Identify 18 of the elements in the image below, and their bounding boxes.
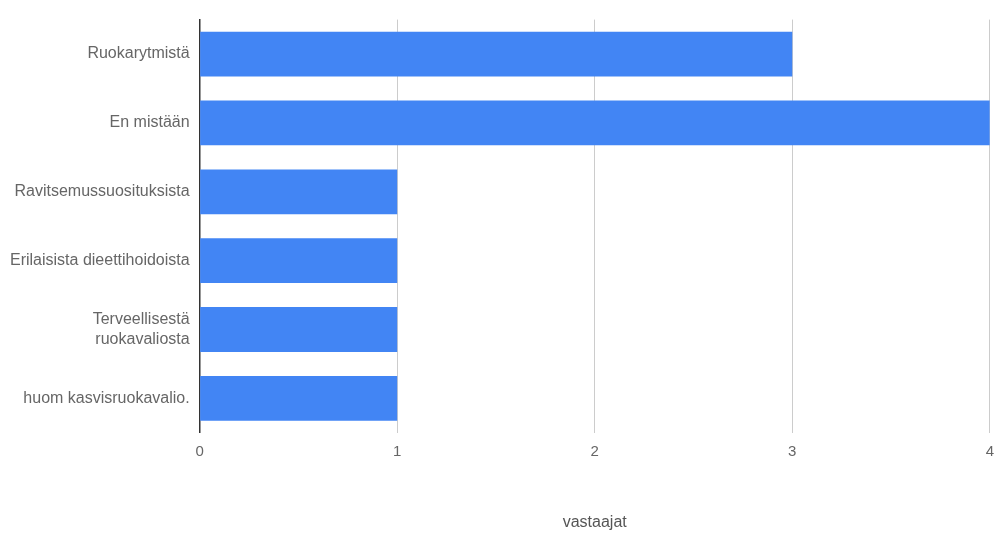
y-tick-label: Ravitsemussuosituksista — [14, 182, 190, 200]
bar — [200, 375, 398, 421]
bar — [200, 100, 990, 146]
x-tick-label: 3 — [788, 441, 797, 459]
bar — [200, 169, 398, 215]
bar — [200, 238, 398, 284]
y-tick-label: En mistään — [109, 113, 190, 131]
y-tick-label: Terveellisestä ruokavaliosta — [92, 310, 190, 347]
y-tick-label: Erilaisista dieettihoidoista — [9, 251, 190, 269]
x-tick-label: 2 — [590, 441, 599, 459]
y-tick-label: Ruokarytmistä — [87, 44, 190, 62]
bar — [200, 307, 398, 352]
x-tick-label: 4 — [985, 441, 994, 459]
x-axis-title: vastaajat — [562, 512, 628, 530]
x-tick-label: 1 — [393, 441, 402, 459]
y-tick-label: huom kasvisruokavalio. — [23, 388, 190, 406]
x-tick-label: 0 — [195, 441, 204, 459]
bar — [200, 31, 793, 77]
